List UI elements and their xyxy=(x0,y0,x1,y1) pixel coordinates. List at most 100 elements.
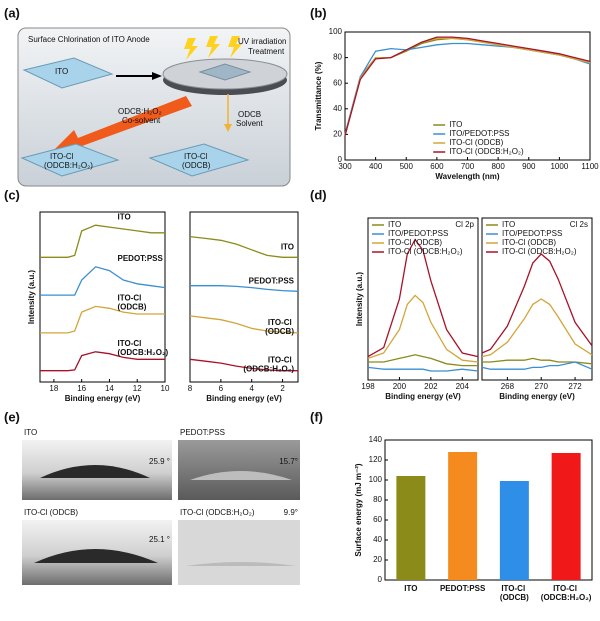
legend-title: Cl 2p xyxy=(455,220,474,229)
x-axis-label: Binding energy (eV) xyxy=(385,392,461,401)
legend-label: ITO-Cl (ODCB) xyxy=(388,238,442,247)
x-tick-label: 6 xyxy=(219,384,224,393)
series-line xyxy=(367,238,479,358)
curve-label: ITO-Cl (ODCB) xyxy=(265,318,294,336)
legend-label: ITO-Cl (ODCB:H₂O₂) xyxy=(502,247,577,256)
image-label: ITO-Cl (ODCB:H₂O₂) xyxy=(180,508,255,517)
series-line xyxy=(40,266,166,296)
x-tick-label: 14 xyxy=(105,384,114,393)
legend-label: ITO/PEDOT:PSS xyxy=(388,229,448,238)
drop-image xyxy=(178,440,300,500)
uv-label: UV irradiation xyxy=(238,37,286,46)
legend-label: ITO-Cl (ODCB:H₂O₂) xyxy=(388,247,463,256)
series-line xyxy=(189,235,298,258)
y-tick-label: 100 xyxy=(329,27,343,36)
series-line xyxy=(40,224,165,258)
legend-label: ITO xyxy=(502,220,515,229)
y-tick-label: 60 xyxy=(333,78,342,87)
y-tick-label: 140 xyxy=(369,435,383,444)
x-tick-label: ITO-Cl (ODCB:H₂O₂) xyxy=(541,584,592,602)
legend-label: ITO-Cl (ODCB) xyxy=(502,238,556,247)
series-line xyxy=(368,354,478,367)
y-axis-label: Surface energy (mJ m⁻²) xyxy=(354,463,363,556)
series-line xyxy=(40,305,165,334)
y-tick-label: 60 xyxy=(373,515,382,524)
x-tick-label: 500 xyxy=(400,162,414,171)
x-tick-label: 600 xyxy=(430,162,444,171)
x-tick-label: 4 xyxy=(249,384,254,393)
contact-angle-images: ITO 25.9 ° PEDOT:PSS 15.7° ITO-Cl (ODCB)… xyxy=(22,428,300,585)
legend-label: ITO xyxy=(388,220,401,229)
drop xyxy=(34,549,158,563)
y-tick-label: 100 xyxy=(369,475,383,484)
image-label: ITO xyxy=(24,428,37,437)
image-label: ITO-Cl (ODCB) xyxy=(24,508,78,517)
plot-frame xyxy=(481,217,593,381)
bolt xyxy=(184,38,198,60)
y-tick-label: 80 xyxy=(373,495,382,504)
legend-label: ITO-Cl (ODCB:H₂O₂) xyxy=(449,147,524,156)
x-tick-label: 10 xyxy=(161,384,170,393)
series-line xyxy=(482,357,593,365)
bar xyxy=(448,452,478,580)
angle-label: 25.9 ° xyxy=(149,457,170,466)
curve-label: ITO xyxy=(281,242,294,251)
drop xyxy=(190,471,292,480)
x-tick-label: 700 xyxy=(461,162,475,171)
x-tick-label: 400 xyxy=(369,162,383,171)
series-line xyxy=(189,358,298,372)
slab-label: (ODCB) xyxy=(182,161,211,170)
y-axis-label: Transmittance (%) xyxy=(314,61,323,130)
series-line xyxy=(367,366,479,372)
panel-label: (d) xyxy=(310,187,327,202)
curve-label: ITO-Cl (ODCB:H₂O₂) xyxy=(243,356,294,374)
slab-label: ITO-Cl xyxy=(184,152,208,161)
disc-slab xyxy=(198,63,252,81)
uv-label: Treatment xyxy=(248,47,285,56)
x-tick-label: PEDOT:PSS xyxy=(440,584,486,593)
bar xyxy=(396,476,426,580)
x-tick-label: 1100 xyxy=(581,162,599,171)
x-axis-label: Binding energy (eV) xyxy=(206,394,282,403)
curve-label: ITO-Cl (ODCB) xyxy=(118,294,147,312)
x-tick-label: 198 xyxy=(361,382,375,391)
panel-label: (f) xyxy=(310,409,323,424)
y-axis-label: Intensity (a.u.) xyxy=(355,272,364,327)
angle-label: 15.7° xyxy=(279,457,298,466)
panel-label: (a) xyxy=(4,5,20,20)
ito-cl-slab xyxy=(148,143,250,177)
x-tick-label: 8 xyxy=(188,384,193,393)
x-tick-label: 268 xyxy=(501,382,515,391)
solvent-label: ODCB xyxy=(238,110,261,119)
y-tick-label: 80 xyxy=(333,53,342,62)
drop xyxy=(40,465,150,478)
bolt xyxy=(206,36,220,58)
y-tick-label: 20 xyxy=(333,130,342,139)
y-tick-label: 40 xyxy=(333,104,342,113)
legend-label: ITO/PEDOT:PSS xyxy=(449,129,509,138)
ito-cl-slab xyxy=(20,143,120,177)
curve-label: PEDOT:PSS xyxy=(118,254,164,263)
y-axis-label: Intensity (a.u.) xyxy=(27,270,36,325)
orange-arrow xyxy=(54,96,192,156)
bar xyxy=(499,481,529,580)
series-line xyxy=(367,294,479,363)
cosolvent-label: ODCB:H₂O₂ xyxy=(118,107,162,116)
panel-label: (c) xyxy=(4,187,20,202)
series-line xyxy=(481,298,593,358)
slab-label: ITO xyxy=(55,67,68,76)
y-tick-label: 40 xyxy=(373,535,382,544)
x-axis-label: Wavelength (nm) xyxy=(435,172,499,181)
x-tick-label: ITO-Cl (ODCB) xyxy=(500,584,529,602)
schematic-title: Surface Chlorination of ITO Anode xyxy=(28,35,150,44)
bar xyxy=(551,453,581,580)
x-tick-label: 200 xyxy=(393,382,407,391)
angle-label: 25.1 ° xyxy=(149,535,170,544)
drop xyxy=(186,562,296,566)
plot-frame xyxy=(39,211,166,383)
x-tick-label: 18 xyxy=(49,384,58,393)
slab-label: (ODCB:H₂O₂) xyxy=(44,161,93,170)
x-tick-label: 16 xyxy=(77,384,86,393)
x-tick-label: 272 xyxy=(568,382,582,391)
legend-label: ITO-Cl (ODCB) xyxy=(449,138,503,147)
